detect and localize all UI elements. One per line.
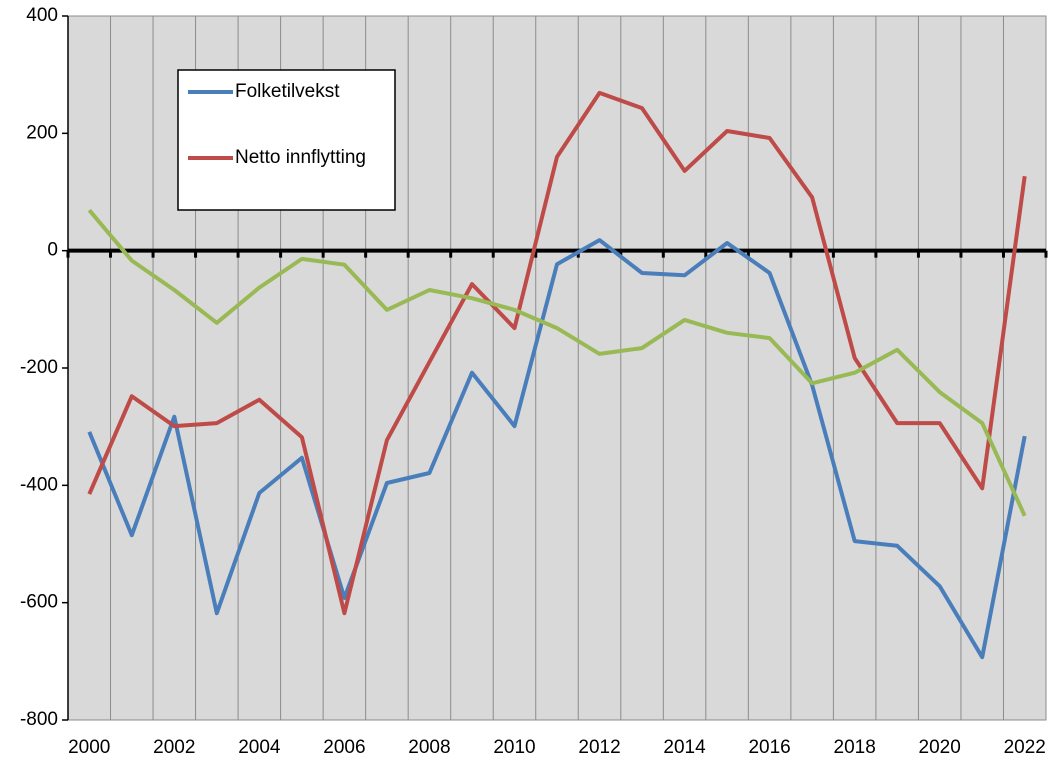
x-tick-label: 2006 <box>323 737 365 758</box>
series-line <box>87 238 1027 660</box>
x-tick-label: 2002 <box>153 737 195 758</box>
series-line <box>87 90 1027 616</box>
y-tick-label: 400 <box>26 5 58 26</box>
legend-label: Netto innflytting <box>235 147 366 168</box>
x-tick-label: 2004 <box>238 737 281 758</box>
x-tick-label: 2014 <box>663 737 706 758</box>
y-tick-label: -400 <box>20 474 58 495</box>
x-tick-label: 2020 <box>919 737 961 758</box>
series-line <box>87 208 1027 517</box>
x-tick-label: 2022 <box>1004 737 1046 758</box>
y-tick-label: -800 <box>20 709 58 730</box>
y-tick-label: 200 <box>26 122 58 143</box>
x-tick-label: 2018 <box>834 737 876 758</box>
legend-label: Folketilvekst <box>235 81 340 102</box>
y-tick-label: -600 <box>20 592 58 613</box>
x-tick-label: 2010 <box>493 737 535 758</box>
y-tick-label: -200 <box>20 357 58 378</box>
x-tick-label: 2008 <box>408 737 450 758</box>
y-tick-label: 0 <box>47 240 58 261</box>
x-tick-label: 2012 <box>578 737 620 758</box>
x-tick-label: 2016 <box>748 737 790 758</box>
x-tick-label: 2000 <box>68 737 110 758</box>
